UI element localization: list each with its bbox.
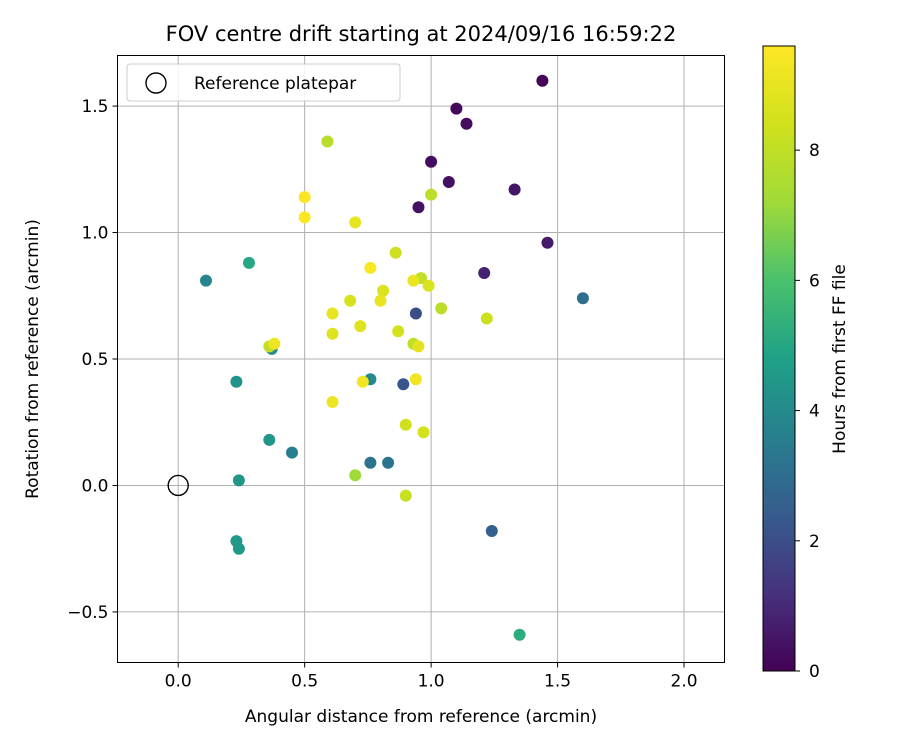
data-points: [200, 74, 589, 641]
legend: Reference platepar: [126, 63, 401, 102]
data-point: [321, 135, 334, 148]
data-point: [326, 307, 339, 320]
colorbar-tick-label: 4: [809, 402, 820, 422]
y-tick-label: −0.5: [67, 603, 108, 623]
data-point: [349, 216, 362, 229]
data-point: [460, 117, 473, 130]
data-point: [576, 292, 589, 305]
data-point: [377, 284, 390, 297]
data-point: [541, 236, 554, 249]
data-point: [412, 201, 425, 214]
data-point: [349, 469, 362, 482]
data-point: [480, 312, 493, 325]
reference-layer: [167, 474, 189, 497]
data-point: [344, 294, 357, 307]
data-point: [409, 373, 422, 386]
x-tick-label: 2.0: [671, 672, 698, 692]
x-axis-label: Angular distance from reference (arcmin): [245, 707, 597, 727]
data-point: [268, 337, 281, 350]
x-tick-label: 0.0: [165, 672, 192, 692]
data-point: [425, 155, 438, 168]
chart-title: FOV centre drift starting at 2024/09/16 …: [166, 22, 677, 46]
x-tick-label: 1.5: [544, 672, 571, 692]
y-tick-label: 1.0: [81, 224, 108, 244]
data-point: [243, 256, 255, 269]
data-point: [397, 378, 410, 391]
y-tick-label: 0.0: [81, 476, 108, 496]
legend-entry-reference: Reference platepar: [194, 74, 356, 94]
data-point: [232, 542, 245, 555]
colorbar-gradient: [762, 45, 796, 672]
data-point: [399, 418, 412, 431]
reference-platepar-marker: [167, 474, 189, 497]
x-axis-ticks: 0.0 0.5 1.0 1.5 2.0: [165, 662, 698, 692]
data-point: [435, 302, 448, 315]
colorbar-tick-label: 0: [809, 662, 820, 682]
y-axis-ticks: −0.5 0.0 0.5 1.0 1.5: [67, 97, 118, 623]
colorbar-tick-label: 8: [809, 141, 820, 161]
data-point: [485, 525, 498, 537]
data-point: [508, 183, 521, 196]
legend-box: [126, 63, 401, 102]
data-point: [354, 320, 367, 333]
colorbar-label: Hours from first FF file: [830, 264, 850, 454]
data-point: [450, 102, 463, 115]
data-point: [200, 274, 212, 287]
legend-reference-marker: [145, 72, 167, 94]
data-point: [389, 246, 402, 259]
colorbar-ticks: 0 2 4 6 8: [795, 141, 820, 682]
colorbar: 0 2 4 6 8 Hours from first FF file: [762, 45, 850, 682]
colorbar-tick-label: 6: [809, 271, 820, 291]
y-axis-label: Rotation from reference (arcmin): [23, 219, 43, 499]
data-point: [232, 474, 245, 487]
data-point: [364, 456, 377, 469]
y-tick-label: 0.5: [81, 350, 108, 370]
data-point: [230, 375, 243, 388]
data-point: [422, 279, 435, 292]
data-point: [364, 261, 377, 274]
data-point: [425, 188, 438, 201]
data-point: [298, 191, 311, 204]
data-point: [326, 327, 339, 340]
data-point: [409, 307, 422, 320]
y-tick-label: 1.5: [81, 97, 108, 117]
data-point: [263, 433, 276, 446]
colorbar-tick-label: 2: [809, 532, 820, 552]
data-point: [286, 446, 298, 459]
data-point: [407, 274, 420, 287]
data-point: [382, 456, 395, 469]
data-point: [513, 628, 526, 641]
x-tick-label: 1.0: [418, 672, 445, 692]
data-point: [374, 294, 387, 307]
data-point: [412, 340, 425, 353]
data-point: [326, 396, 339, 408]
data-point: [399, 489, 412, 502]
data-point: [536, 74, 549, 87]
data-point: [356, 375, 369, 388]
data-point: [417, 426, 430, 439]
data-point: [442, 176, 455, 188]
data-point: [298, 211, 311, 224]
data-point: [478, 267, 491, 279]
data-point: [392, 325, 405, 338]
x-tick-label: 0.5: [291, 672, 318, 692]
